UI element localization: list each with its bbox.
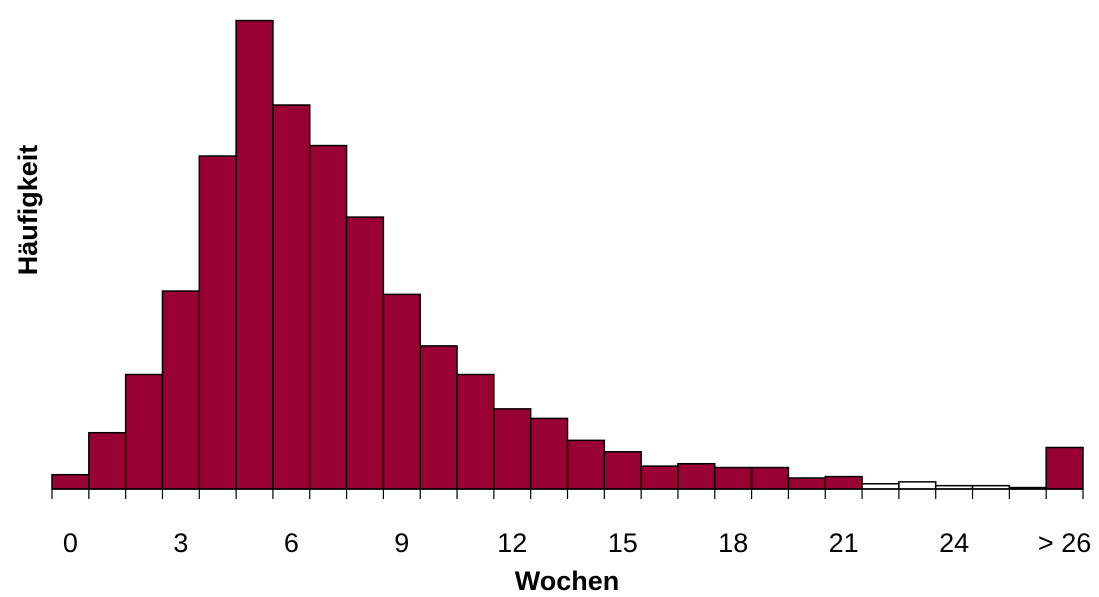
- bar-9: [382, 293, 421, 490]
- x-tick-label: 6: [284, 528, 299, 558]
- bars-group: [51, 19, 1084, 490]
- x-tick-label: 24: [939, 528, 969, 558]
- bar-14: [566, 439, 606, 490]
- bar-15: [603, 451, 642, 490]
- x-tick-label: 15: [608, 528, 638, 558]
- bar-0: [51, 473, 90, 490]
- x-tick-label: 0: [63, 528, 78, 558]
- bar-10: [419, 345, 458, 490]
- bar-1: [88, 431, 127, 490]
- bar-21: [824, 475, 863, 490]
- bar-16: [640, 465, 679, 490]
- bar-13: [529, 417, 569, 490]
- bar-22: [861, 483, 900, 490]
- bar-6: [272, 104, 311, 490]
- bar-8: [345, 216, 385, 490]
- x-tick-labels-group: 0 3 6 9 12 15 18 21 24 > 26: [63, 528, 1091, 558]
- bar-4: [198, 155, 237, 490]
- x-tick-label: 9: [394, 528, 409, 558]
- bar-18: [714, 466, 753, 490]
- bar-3: [161, 290, 201, 490]
- bar-19: [750, 466, 790, 490]
- bar-7: [309, 144, 348, 490]
- bar-11: [456, 373, 495, 490]
- x-axis-title: Wochen: [515, 566, 620, 596]
- x-ticks-group: [51, 489, 1084, 499]
- bar-20: [787, 477, 827, 490]
- x-tick-label: 18: [718, 528, 748, 558]
- x-tick-label: 21: [829, 528, 859, 558]
- x-tick-label: > 26: [1038, 528, 1091, 558]
- x-tick-label: 3: [173, 528, 188, 558]
- y-axis-title: Häufigkeit: [13, 145, 43, 276]
- bar-23: [898, 481, 937, 490]
- x-tick-label: 12: [497, 528, 527, 558]
- bar-2: [124, 373, 164, 490]
- bar-27: [1045, 446, 1084, 490]
- bar-5: [235, 19, 274, 490]
- bar-17: [677, 462, 716, 490]
- bar-12: [493, 408, 532, 490]
